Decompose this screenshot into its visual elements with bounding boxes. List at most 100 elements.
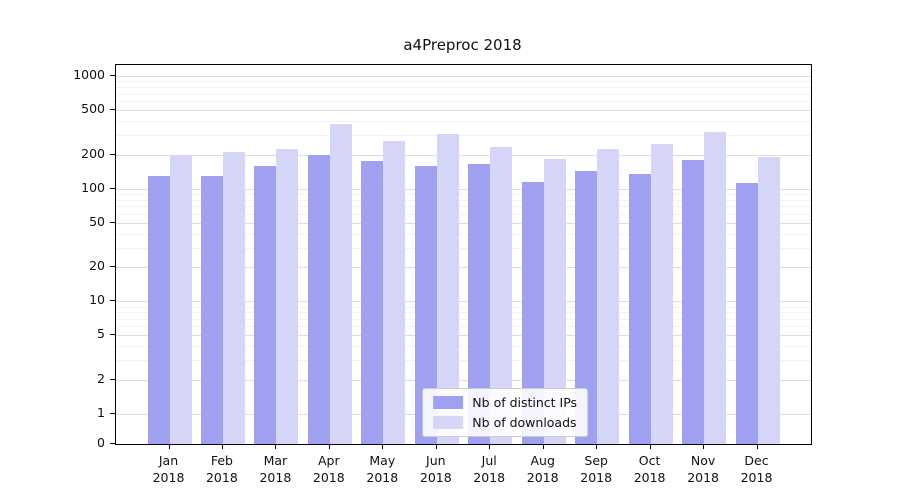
gridline-minor <box>116 101 811 102</box>
gridline-minor <box>116 120 811 122</box>
x-tick-mark <box>221 444 223 449</box>
gridline-minor <box>116 93 811 95</box>
x-tick-label-year: 2018 <box>312 470 345 485</box>
y-tick-mark <box>110 108 115 110</box>
x-tick-mark <box>382 444 384 449</box>
y-tick-label: 0 <box>97 435 105 450</box>
x-tick-label-month: Jun <box>426 453 446 468</box>
bar-downloads <box>704 131 727 444</box>
x-tick-label-year: 2018 <box>580 470 613 485</box>
gridline-minor <box>116 318 811 320</box>
y-tick-mark <box>110 300 115 302</box>
legend-item-downloads: Nb of downloads <box>433 415 577 430</box>
y-tick-mark <box>110 187 115 189</box>
gridline-minor <box>116 312 811 314</box>
y-tick-mark <box>110 75 115 76</box>
gridline-minor <box>116 213 811 215</box>
legend: Nb of distinct IPs Nb of downloads <box>422 388 589 437</box>
bar-distinct-ips <box>147 175 170 444</box>
y-tick-label: 500 <box>81 100 105 116</box>
gridline-major <box>116 154 811 156</box>
bar-downloads <box>329 124 352 444</box>
x-tick-mark <box>275 444 277 449</box>
x-tick-label-month: Sep <box>584 453 608 468</box>
x-tick-label-year: 2018 <box>366 470 399 485</box>
y-tick-mark <box>110 266 115 268</box>
gridline-minor <box>116 306 811 308</box>
y-tick-label: 200 <box>81 145 105 161</box>
x-tick-label-month: Jan <box>158 453 179 468</box>
bar-distinct-ips <box>682 159 705 444</box>
bar-distinct-ips <box>200 175 223 444</box>
gridline-major <box>116 335 811 337</box>
gridline-minor <box>116 193 811 195</box>
y-tick-label: 10 <box>89 292 105 308</box>
x-tick-mark <box>435 444 437 449</box>
x-tick-label-year: 2018 <box>687 470 719 485</box>
x-tick-label-month: Jul <box>481 453 497 468</box>
y-tick-mark <box>110 379 115 381</box>
x-tick-label-year: 2018 <box>205 470 238 485</box>
gridline-minor <box>116 233 811 235</box>
y-tick-label: 1000 <box>73 67 105 82</box>
legend-swatch-distinct-ips <box>433 396 464 409</box>
legend-label-distinct-ips: Nb of distinct IPs <box>472 395 578 410</box>
y-tick-mark <box>110 413 115 414</box>
x-tick-mark <box>542 444 544 449</box>
gridline-minor <box>116 134 811 136</box>
gridline-major <box>116 267 811 269</box>
x-tick-label-month: Apr <box>317 453 340 468</box>
y-tick-mark <box>110 334 115 336</box>
gridline-major <box>116 76 811 77</box>
gridline-major <box>116 301 811 303</box>
bar-downloads <box>276 149 299 444</box>
x-tick-label-month: Feb <box>210 453 233 468</box>
y-tick-label: 100 <box>81 179 105 195</box>
gridline-minor <box>116 199 811 201</box>
y-tick-label: 1 <box>97 405 105 420</box>
x-tick-mark <box>756 444 758 449</box>
gridline-minor <box>116 346 811 348</box>
gridline-major <box>116 188 811 190</box>
bar-distinct-ips <box>735 183 758 444</box>
y-tick-label: 2 <box>97 371 105 387</box>
y-tick-mark <box>110 221 115 223</box>
x-tick-label-year: 2018 <box>152 470 185 485</box>
bar-distinct-ips <box>254 165 277 444</box>
y-tick-mark <box>110 153 115 155</box>
x-tick-label-month: Oct <box>638 453 661 468</box>
bar-downloads <box>757 157 780 444</box>
gridline-minor <box>116 360 811 362</box>
x-tick-label-year: 2018 <box>526 470 559 485</box>
legend-swatch-downloads <box>433 416 464 429</box>
x-tick-mark <box>168 444 170 449</box>
bar-distinct-ips <box>361 161 384 444</box>
x-tick-label-year: 2018 <box>740 470 773 485</box>
x-tick-label-year: 2018 <box>633 470 666 485</box>
bar-downloads <box>222 152 245 444</box>
gridline-major <box>116 109 811 111</box>
x-tick-label-month: Nov <box>690 453 716 468</box>
gridline-minor <box>116 247 811 249</box>
x-tick-mark <box>328 444 330 449</box>
bar-downloads <box>650 143 673 444</box>
bar-distinct-ips <box>628 174 651 444</box>
x-tick-label-month: Aug <box>530 453 555 468</box>
bar-distinct-ips <box>468 164 491 444</box>
bar-downloads <box>490 146 513 444</box>
plot-area: Nb of distinct IPs Nb of downloads <box>115 64 812 445</box>
x-tick-label-month: Dec <box>744 453 769 468</box>
x-tick-mark <box>489 444 491 449</box>
x-tick-mark <box>596 444 598 449</box>
gridline-major <box>116 380 811 382</box>
bar-downloads <box>436 134 459 444</box>
x-tick-label-month: Mar <box>263 453 288 468</box>
x-tick-label-month: May <box>369 453 396 468</box>
chart-title: a4Preproc 2018 <box>403 36 522 54</box>
legend-item-distinct-ips: Nb of distinct IPs <box>433 395 577 410</box>
bar-downloads <box>383 141 406 444</box>
bar-distinct-ips <box>414 165 437 444</box>
gridline-major <box>116 222 811 224</box>
y-tick-label: 5 <box>97 326 105 342</box>
